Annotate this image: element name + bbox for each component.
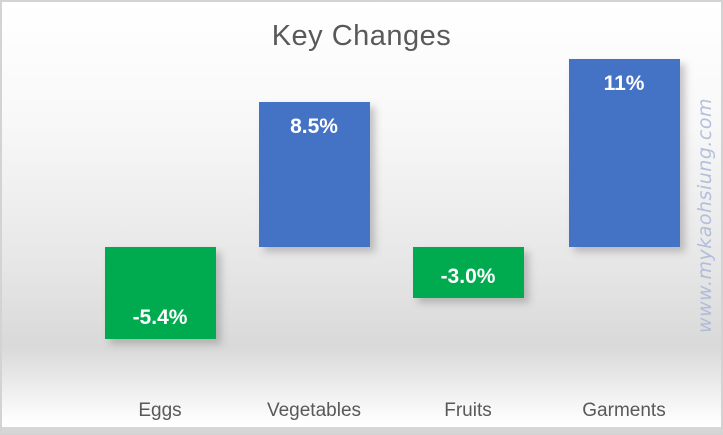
chart-title: Key Changes — [271, 20, 452, 52]
data-label-fruits: -3.0% — [440, 265, 496, 288]
data-label-garments: 11% — [603, 72, 645, 95]
category-label-garments: Garments — [582, 400, 666, 421]
category-label-fruits: Fruits — [444, 400, 492, 421]
category-label-eggs: Eggs — [138, 400, 182, 421]
bottom-strip — [2, 427, 721, 433]
data-label-vegetables: 8.5% — [290, 115, 338, 138]
watermark: www.mykaohsiung.com — [694, 98, 716, 333]
bar-fruits: -3.0% — [412, 247, 524, 298]
bar-vegetables: 8.5% — [258, 102, 370, 247]
bar-eggs: -5.4% — [104, 247, 216, 339]
data-label-eggs: -5.4% — [132, 306, 188, 329]
bar-garments: 11% — [568, 59, 680, 247]
category-label-vegetables: Vegetables — [266, 400, 362, 421]
